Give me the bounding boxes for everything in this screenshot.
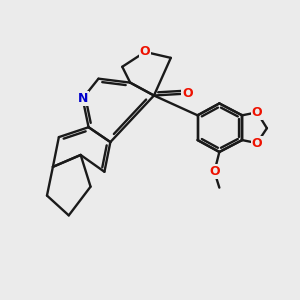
Text: O: O [252,136,262,150]
Text: O: O [182,87,193,100]
Text: O: O [209,165,220,178]
Text: N: N [77,92,88,105]
Text: O: O [252,106,262,119]
Text: O: O [140,45,150,58]
